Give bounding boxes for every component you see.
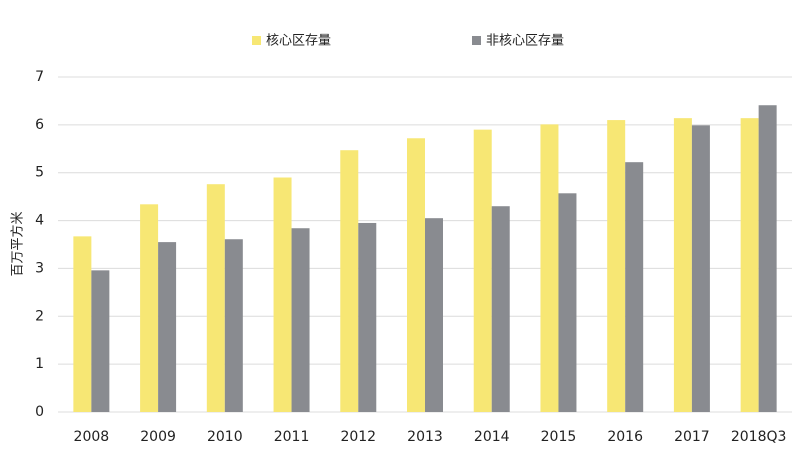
bar [158,242,177,412]
bar [73,236,92,412]
y-tick-label: 2 [35,308,44,324]
y-tick-label: 6 [35,117,44,133]
bar [140,204,159,412]
legend-swatch [252,36,261,45]
bar [625,162,644,412]
bar [224,239,243,412]
x-tick-label: 2012 [340,429,376,445]
x-tick-label: 2009 [140,429,176,445]
y-axis-label: 百万平方米 [10,211,26,276]
x-tick-label: 2015 [541,429,577,445]
legend-swatch [472,36,481,45]
bar [358,222,377,412]
y-tick-label: 3 [35,260,44,276]
bar [491,206,510,412]
bar [473,129,492,412]
x-tick-label: 2010 [207,429,243,445]
bar [758,105,777,412]
x-tick-label: 2017 [674,429,710,445]
bar [558,193,577,412]
y-tick-label: 4 [35,213,44,229]
bar [425,218,443,412]
bar [540,124,559,412]
bar [607,120,626,413]
bar [673,118,692,413]
x-tick-label: 2016 [607,429,643,445]
y-tick-label: 7 [35,69,44,85]
bar [691,125,710,412]
bar [407,138,425,412]
x-tick-label: 2011 [274,429,310,445]
x-tick-label: 2018Q3 [731,429,787,445]
bar [291,228,310,412]
bar [273,177,292,412]
bar [206,184,225,412]
x-tick-label: 2008 [74,429,110,445]
bar [740,118,759,413]
bar [91,270,110,412]
bar [340,150,359,412]
x-tick-label: 2013 [407,429,443,445]
x-tick-label: 2014 [474,429,510,445]
y-tick-label: 0 [35,404,44,420]
y-tick-label: 5 [35,165,44,181]
y-tick-label: 1 [35,356,44,372]
legend-label: 非核心区存量 [486,34,564,49]
legend-label: 核心区存量 [266,34,331,49]
